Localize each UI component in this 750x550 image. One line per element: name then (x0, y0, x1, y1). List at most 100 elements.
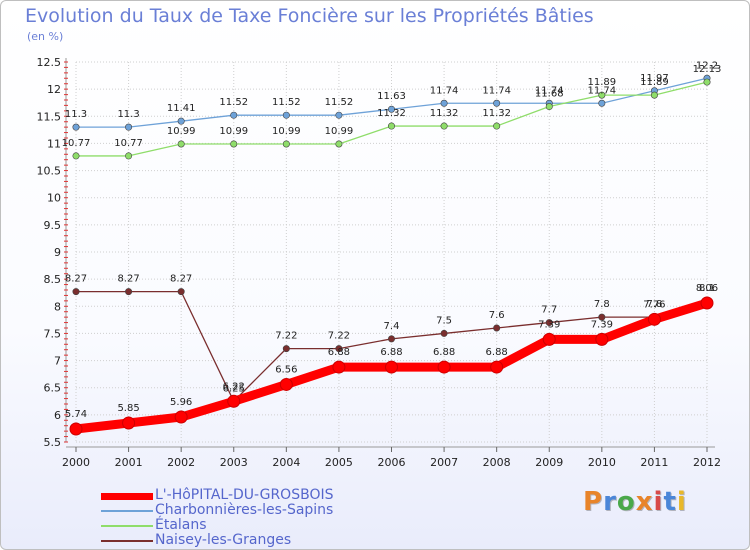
data-label-3: 5.74 (65, 409, 87, 420)
legend-swatch (101, 510, 153, 512)
data-label-3: 6.88 (328, 347, 350, 358)
data-label-1: 12.13 (693, 64, 722, 75)
data-label-2: 7.7 (541, 305, 557, 316)
series-point-3 (227, 394, 241, 408)
series-point-1 (125, 152, 133, 160)
data-label-0: 11.3 (117, 109, 139, 120)
series-point-3 (595, 332, 609, 346)
series-point-1 (335, 140, 343, 148)
data-label-0: 11.63 (377, 91, 406, 102)
legend-label: Charbonnières-les-Sapins (155, 502, 334, 518)
x-tick-label: 2011 (640, 456, 668, 469)
y-tick-label: 5.5 (44, 436, 62, 449)
y-tick-label: 6 (54, 409, 61, 422)
data-label-0: 12.2 (696, 60, 718, 71)
data-label-1: 10.77 (114, 138, 143, 149)
series-point-2 (493, 324, 501, 332)
x-tick-label: 2002 (167, 456, 195, 469)
x-tick-label: 2006 (378, 456, 406, 469)
series-point-0 (230, 111, 238, 119)
y-tick-label: 8.5 (44, 273, 62, 286)
series-point-2 (545, 319, 553, 327)
series-point-0 (387, 105, 395, 113)
x-tick-label: 2012 (693, 456, 721, 469)
series-point-0 (177, 117, 185, 125)
x-tick-label: 2004 (272, 456, 300, 469)
data-label-3: 5.96 (170, 397, 192, 408)
series-point-2 (125, 288, 133, 296)
axes: 5.5 6 6.5 7 7.5 8 8.5 9 9.5 10 10.5 11 11.5 12 12.5 200… (37, 56, 722, 469)
legend-label: Naisey-les-Granges (155, 532, 292, 548)
series-point-2 (440, 329, 448, 337)
series-point-0 (125, 123, 133, 131)
data-label-1: 10.99 (325, 126, 354, 137)
series-point-0 (598, 99, 606, 107)
y-tick-label: 12 (47, 83, 61, 96)
data-label-3: 6.88 (380, 347, 402, 358)
data-label-0: 11.74 (482, 85, 511, 96)
data-label-1: 10.99 (272, 126, 301, 137)
legend-label: Étalans (155, 517, 207, 533)
series-point-1 (650, 91, 658, 99)
x-tick-label: 2005 (325, 456, 353, 469)
y-tick-label: 11 (47, 137, 61, 150)
data-label-1: 11.32 (482, 108, 511, 119)
data-label-1: 10.99 (219, 126, 248, 137)
legend-label: L'-HôPITAL-DU-GROSBOIS (155, 487, 334, 503)
legend-swatch (101, 525, 153, 527)
data-label-1: 11.89 (640, 77, 669, 88)
series-point-3 (700, 296, 714, 310)
proxiti-logo: Proxiti (583, 487, 687, 517)
series-point-3 (279, 377, 293, 391)
series-point-2 (598, 313, 606, 321)
data-label-3: 7.76 (643, 299, 665, 310)
data-label-2: 7.22 (275, 331, 297, 342)
x-tick-label: 2000 (62, 456, 90, 469)
data-label-1: 10.99 (167, 126, 196, 137)
data-label-2: 8.27 (65, 274, 87, 285)
data-label-3: 6.88 (486, 347, 508, 358)
data-label-2: 7.5 (436, 315, 452, 326)
data-label-0: 11.3 (65, 109, 87, 120)
x-tick-label: 2008 (483, 456, 511, 469)
series-point-1 (598, 91, 606, 99)
data-label-1: 11.68 (535, 89, 564, 100)
data-label-3: 6.22 (223, 381, 245, 392)
series-point-1 (387, 122, 395, 130)
series-point-2 (72, 288, 80, 296)
data-label-0: 11.74 (430, 85, 459, 96)
series-group (69, 74, 714, 436)
series-point-3 (647, 312, 661, 326)
series-point-1 (230, 140, 238, 148)
y-tick-label: 10.5 (37, 165, 62, 178)
data-label-2: 7.6 (489, 310, 505, 321)
series-point-0 (493, 99, 501, 107)
data-label-1: 10.77 (62, 138, 91, 149)
series-point-3 (174, 410, 188, 424)
data-label-2: 7.8 (594, 299, 610, 310)
legend-swatch (101, 540, 153, 542)
data-label-2: 7.8 (646, 299, 662, 310)
series-point-3 (332, 360, 346, 374)
series-point-3 (122, 416, 136, 430)
grid (75, 61, 708, 443)
series-point-2 (335, 345, 343, 353)
data-label-3: 7.39 (538, 319, 560, 330)
data-label-0: 11.41 (167, 103, 196, 114)
unit-label: (en %) (27, 30, 64, 43)
y-tick-label: 6.5 (44, 382, 62, 395)
x-tick-label: 2007 (430, 456, 458, 469)
data-label-3: 6.56 (275, 364, 297, 375)
data-label-3: 7.39 (591, 319, 613, 330)
data-label-1: 11.32 (377, 108, 406, 119)
series-point-1 (72, 152, 80, 160)
data-label-0: 11.52 (325, 97, 354, 108)
y-tick-label: 9.5 (44, 219, 62, 232)
series-point-2 (177, 288, 185, 296)
y-tick-label: 11.5 (37, 110, 62, 123)
series-point-0 (440, 99, 448, 107)
data-label-2: 8.1 (699, 283, 715, 294)
